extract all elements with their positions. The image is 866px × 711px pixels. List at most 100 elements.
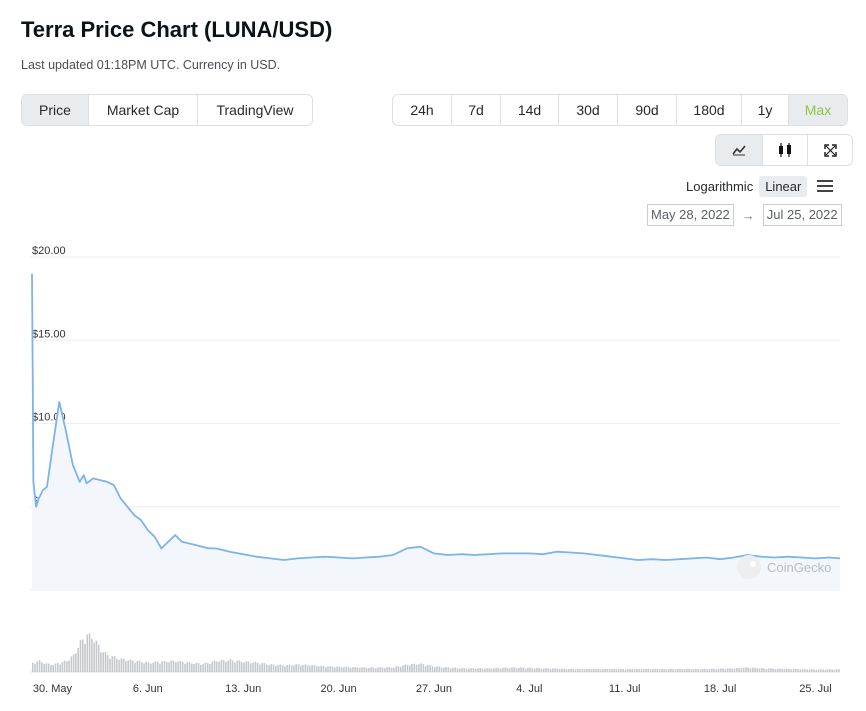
volume-bar (63, 660, 66, 672)
volume-bar (395, 666, 397, 672)
volume-bar (84, 644, 86, 672)
volume-bar (32, 662, 34, 672)
volume-bar (263, 663, 266, 672)
volume-bar (163, 660, 166, 672)
x-tick-label: 25. Jul (799, 683, 831, 695)
hamburger-menu-icon[interactable] (817, 179, 834, 194)
range-14d-button[interactable]: 14d (501, 95, 559, 125)
volume-bar (583, 669, 586, 672)
tab-tradingview[interactable]: TradingView (216, 102, 294, 118)
volume-bar (574, 669, 577, 672)
volume-bar (443, 667, 445, 672)
range-24h-button[interactable]: 24h (393, 95, 452, 125)
volume-bar (399, 666, 402, 672)
volume-bar (261, 663, 263, 672)
volume-bar (670, 668, 672, 672)
range-180d-button[interactable]: 180d (677, 95, 742, 125)
candlestick-icon (779, 143, 791, 157)
line-chart-button[interactable] (716, 135, 763, 165)
volume-bar (474, 669, 477, 672)
tab-price[interactable]: Price (22, 95, 89, 125)
volume-bar (215, 661, 218, 672)
fullscreen-icon (823, 143, 837, 157)
volume-bar (774, 669, 777, 672)
range-30d-button[interactable]: 30d (559, 95, 618, 125)
volume-bar (674, 669, 677, 672)
fullscreen-button[interactable] (808, 135, 852, 165)
date-range: May 28, 2022 → Jul 25, 2022 (647, 204, 842, 226)
volume-bar (490, 668, 493, 672)
volume-bar (356, 667, 359, 672)
volume-bar (125, 661, 127, 672)
volume-bar (288, 664, 291, 672)
arrow-right-icon: → (741, 207, 755, 223)
volume-bar (359, 668, 361, 672)
range-max-button[interactable]: Max (789, 95, 847, 125)
volume-bar (318, 666, 320, 672)
volume-bar (468, 668, 470, 672)
x-tick-label: 20. Jun (321, 683, 357, 695)
volume-bar (111, 656, 114, 672)
volume-bar (776, 668, 779, 672)
candlestick-button[interactable] (763, 135, 808, 165)
volume-bar (788, 668, 790, 672)
volume-bar (313, 665, 316, 672)
volume-bar (795, 668, 797, 672)
volume-bar (193, 664, 195, 672)
volume-bar (91, 639, 93, 672)
volume-bar (749, 668, 752, 672)
volume-bar (763, 668, 765, 672)
range-90d-button[interactable]: 90d (618, 95, 677, 125)
range-1y-button[interactable]: 1y (742, 95, 789, 125)
volume-bar (402, 665, 404, 672)
volume-bar (577, 669, 579, 672)
linear-option[interactable]: Linear (759, 176, 808, 197)
volume-bar (726, 668, 729, 672)
volume-bar (713, 668, 715, 672)
volume-bar (722, 668, 724, 672)
volume-bar (409, 665, 411, 672)
volume-bar (336, 666, 338, 672)
volume-bar (156, 661, 159, 672)
volume-bar (608, 669, 611, 672)
gecko-logo-icon (737, 555, 761, 579)
x-tick-label: 11. Jul (609, 683, 641, 695)
volume-bar (654, 668, 656, 672)
date-from-input[interactable]: May 28, 2022 (647, 204, 734, 226)
volume-bar (368, 667, 370, 672)
volume-bar (225, 662, 227, 672)
volume-bar (679, 668, 681, 672)
last-updated-text: Last updated 01:18PM UTC. Currency in US… (21, 58, 281, 72)
volume-bar (72, 654, 75, 672)
tab-market-cap[interactable]: Market Cap (89, 95, 198, 125)
volume-bar (79, 640, 82, 672)
volume-bar (106, 655, 109, 672)
volume-bar (47, 663, 50, 672)
volume-bar (738, 667, 740, 672)
volume-bar (50, 665, 52, 672)
x-tick-label: 30. May (33, 683, 73, 695)
volume-bar (281, 665, 284, 672)
volume-bar (297, 664, 300, 672)
volume-bar (533, 668, 536, 672)
volume-bar (729, 668, 731, 672)
volume-bar (572, 669, 575, 672)
page-title: Terra Price Chart (LUNA/USD) (21, 17, 333, 42)
volume-bar (61, 662, 64, 672)
chart-type-toggle: Price Market Cap TradingView (21, 94, 313, 126)
logarithmic-option[interactable]: Logarithmic (686, 179, 754, 194)
volume-bar (143, 663, 145, 672)
volume-bar (558, 669, 561, 672)
date-to-input[interactable]: Jul 25, 2022 (762, 204, 842, 226)
volume-bar (586, 668, 588, 672)
volume-bar (411, 664, 413, 672)
volume-bar (82, 639, 84, 672)
range-7d-button[interactable]: 7d (452, 95, 501, 125)
volume-bar (579, 668, 581, 672)
volume-bar (695, 668, 697, 672)
volume-bar (681, 669, 684, 672)
volume-bar (259, 664, 261, 672)
volume-bar (234, 662, 236, 672)
volume-bar (406, 664, 409, 672)
